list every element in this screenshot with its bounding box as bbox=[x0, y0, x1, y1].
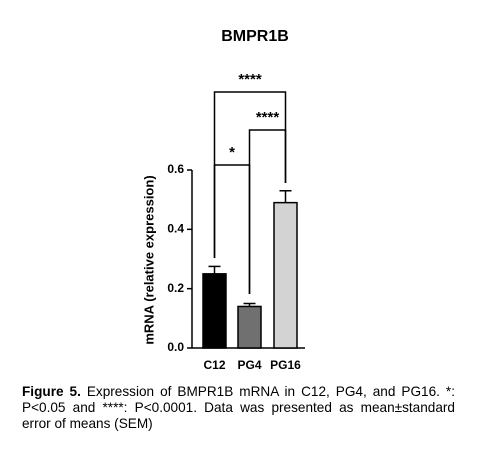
x-tick-label: PG4 bbox=[237, 358, 261, 372]
bar bbox=[273, 201, 298, 349]
caption-text: Expression of BMPR1B mRNA in C12, PG4, a… bbox=[22, 384, 455, 431]
y-tick-label: 0.2 bbox=[167, 281, 184, 295]
significance-bracket bbox=[213, 91, 287, 258]
significance-label: **** bbox=[256, 109, 280, 126]
y-axis-label: mRNA (relative expression) bbox=[141, 175, 156, 344]
x-tick-label: PG16 bbox=[270, 358, 301, 372]
significance-label: **** bbox=[238, 71, 262, 88]
caption: Figure 5. Expression of BMPR1B mRNA in C… bbox=[22, 384, 455, 432]
y-tick-label: 0.6 bbox=[167, 162, 184, 176]
y-tick-label: 0.4 bbox=[167, 222, 184, 236]
bar bbox=[202, 273, 227, 349]
chart-title: BMPR1B bbox=[221, 28, 289, 45]
bar bbox=[237, 305, 262, 349]
x-tick-label: C12 bbox=[203, 358, 225, 372]
significance-label: * bbox=[229, 144, 235, 161]
y-tick-label: 0.0 bbox=[167, 340, 184, 354]
caption-label: Figure 5. bbox=[22, 384, 81, 399]
chart: BMPR1B mRNA (relative expression) 0.0 0.2… bbox=[141, 28, 305, 372]
